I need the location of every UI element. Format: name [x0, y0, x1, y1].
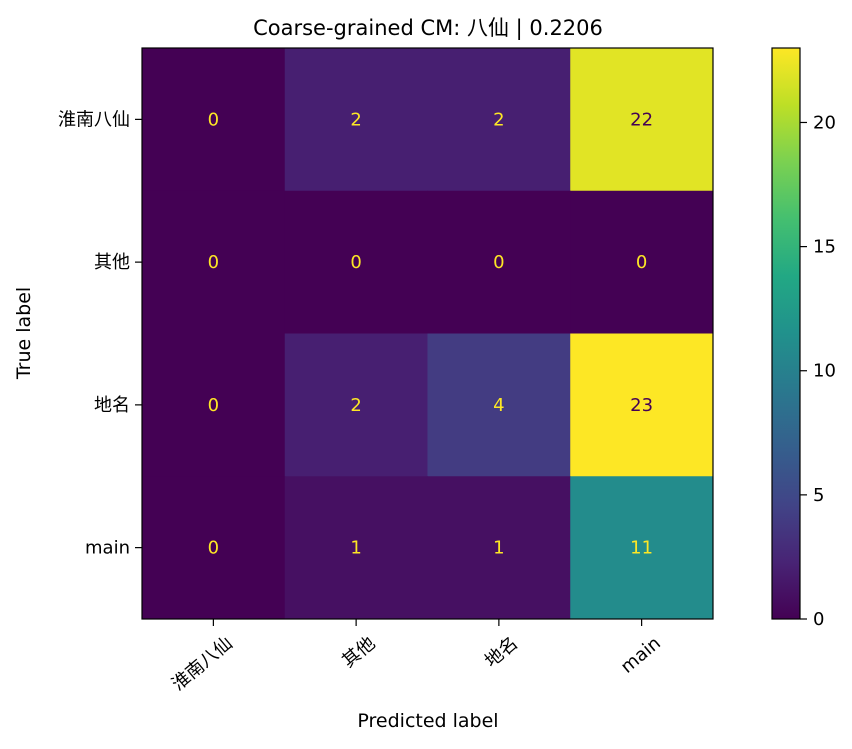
colorbar-tick-label: 20 [813, 112, 836, 133]
colorbar-ticks: 0 5 10 15 20 [800, 112, 836, 630]
matrix-cell [284, 48, 428, 192]
matrix-cell [142, 333, 286, 477]
matrix-cell [427, 333, 571, 477]
colorbar-tick-label: 5 [813, 485, 824, 506]
x-tick-label: 地名 [481, 633, 522, 672]
matrix-cell [284, 333, 428, 477]
cell-value-label: 0 [208, 538, 219, 559]
matrix-cell [142, 48, 286, 192]
chart-title: Coarse-grained CM: 八仙 | 0.2206 [253, 16, 603, 41]
x-tick-label: 其他 [338, 633, 379, 672]
matrix-cell [427, 476, 571, 620]
matrix-cell [142, 190, 286, 334]
cell-value-label: 0 [208, 252, 219, 273]
cell-value-label: 0 [208, 395, 219, 416]
cell-value-label: 4 [493, 395, 504, 416]
matrix-cell [570, 333, 714, 477]
cell-value-label: 11 [630, 538, 653, 559]
colorbar-tick-label: 10 [813, 361, 836, 382]
cell-value-label: 2 [350, 395, 361, 416]
cell-value-label: 1 [350, 538, 361, 559]
y-axis-label: True label [13, 287, 35, 380]
cell-value-label: 23 [630, 395, 653, 416]
x-tick-label: main [617, 633, 665, 678]
x-axis-ticks: 淮南八仙 其他 地名 main [168, 619, 665, 695]
matrix-cell [570, 190, 714, 334]
matrix-cell [570, 476, 714, 620]
matrix-cell [427, 48, 571, 192]
y-tick-label: 地名 [94, 395, 130, 416]
matrix-cell [284, 190, 428, 334]
colorbar-tick-label: 0 [813, 609, 824, 630]
y-tick-label: main [85, 538, 130, 559]
cell-value-label: 0 [493, 252, 504, 273]
colorbar: 0 5 10 15 20 [771, 47, 836, 630]
matrix-frame [141, 47, 714, 620]
matrix-cells: 0 2 2 220 0 0 00 2 4 230 1 1 11 [142, 48, 714, 620]
x-tick-label: 淮南八仙 [168, 633, 237, 695]
cell-value-label: 0 [208, 109, 219, 130]
y-tick-label: 其他 [94, 252, 130, 273]
matrix-cell [142, 476, 286, 620]
cell-value-label: 0 [636, 252, 647, 273]
y-tick-label: 淮南八仙 [58, 109, 130, 130]
colorbar-tick-label: 15 [813, 237, 836, 258]
cell-value-label: 2 [493, 109, 504, 130]
colorbar-gradient [771, 47, 801, 620]
cell-value-label: 1 [493, 538, 504, 559]
cell-value-label: 0 [350, 252, 361, 273]
cell-value-label: 22 [630, 109, 653, 130]
matrix-cell [427, 190, 571, 334]
cell-value-label: 2 [350, 109, 361, 130]
matrix-cell [284, 476, 428, 620]
x-axis-label: Predicted label [357, 710, 498, 732]
matrix-cell [570, 48, 714, 192]
